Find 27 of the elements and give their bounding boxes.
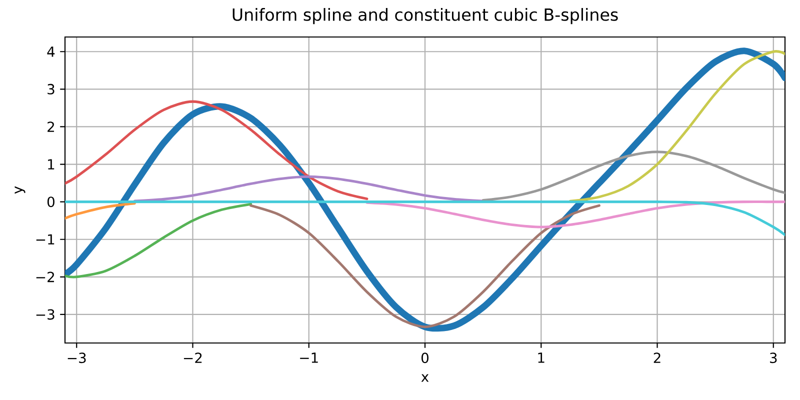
y-tick-label: −2 bbox=[36, 272, 54, 282]
y-tick-label: 0 bbox=[47, 196, 54, 208]
x-tick-label: −1 bbox=[300, 352, 318, 363]
x-tick-label: 2 bbox=[654, 352, 660, 363]
y-tick-label: 3 bbox=[48, 84, 54, 94]
x-tick-label: −2 bbox=[184, 352, 202, 363]
x-tick-label: −3 bbox=[68, 352, 86, 364]
x-tick-label: 1 bbox=[538, 352, 544, 363]
y-tick-label: 1 bbox=[48, 159, 54, 170]
y-tick-label: −1 bbox=[36, 234, 54, 244]
line-series bbox=[65, 200, 785, 236]
x-tick-label: 3 bbox=[770, 352, 777, 364]
y-axis-title: y bbox=[14, 186, 26, 194]
line-series bbox=[568, 50, 785, 202]
y-tick-label: 2 bbox=[48, 122, 54, 132]
y-tick-label: −3 bbox=[36, 309, 54, 320]
chart-title: Uniform spline and constituent cubic B-splines bbox=[232, 8, 618, 24]
y-tick-label: 4 bbox=[47, 46, 55, 57]
line-series bbox=[250, 204, 600, 328]
line-series bbox=[133, 175, 484, 202]
x-axis-title: x bbox=[421, 374, 429, 382]
line-series bbox=[65, 202, 252, 278]
line-series bbox=[65, 202, 136, 220]
line-series bbox=[366, 200, 785, 228]
line-series bbox=[482, 150, 785, 202]
line-series bbox=[65, 100, 368, 200]
x-tick-label: 0 bbox=[422, 352, 428, 364]
